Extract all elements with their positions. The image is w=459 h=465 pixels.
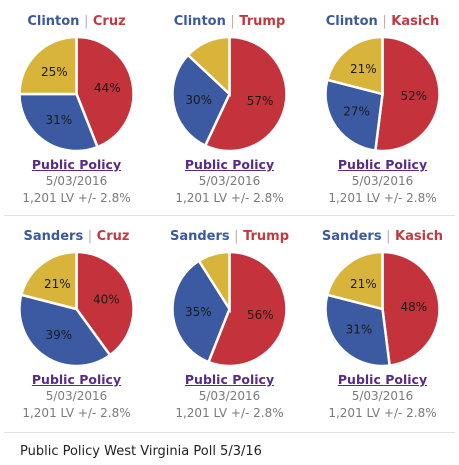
pie-slice-undecided [325, 35, 384, 96]
democrat-name: Clinton [173, 14, 226, 29]
poll-source-link[interactable]: Public Policy [337, 157, 428, 172]
pie-slice-clinton [18, 92, 100, 153]
poll-date: 5/03/2016 [351, 389, 414, 403]
pie-slice-kasich [373, 35, 441, 153]
poll-sample: 1,201 LV +/- 2.8% [328, 191, 437, 205]
poll-cell: Clinton | Cruz 44% 31% 25% Public Policy 5/03… [0, 0, 153, 215]
slice-value-label: 40% [93, 292, 120, 306]
poll-source-link[interactable]: Public Policy [31, 157, 122, 172]
matchup-title: Clinton | Cruz [0, 14, 153, 29]
pie-slice-trump [203, 35, 288, 153]
pie-slice-sanders [18, 293, 112, 368]
poll-caption: Public Policy West Virginia Poll 5/3/16 [20, 444, 262, 459]
pie-slice-undecided [325, 250, 384, 311]
poll-sample: 1,201 LV +/- 2.8% [175, 191, 284, 205]
matchup-title: Clinton | Kasich [306, 14, 459, 29]
pie-slice-undecided [19, 250, 78, 311]
pie-slice-undecided [197, 250, 231, 314]
slice-value-label: 48% [400, 300, 427, 314]
title-separator: | [83, 14, 89, 29]
pie-slice-clinton [171, 53, 232, 148]
republican-name: Cruz [92, 14, 126, 29]
republican-name: Cruz [96, 229, 130, 244]
pie-slice-undecided [186, 35, 231, 97]
slice-value-label: 31% [346, 323, 373, 337]
slice-value-label: 44% [94, 81, 121, 95]
poll-source-link[interactable]: Public Policy [31, 372, 122, 387]
republican-name: Trump [239, 14, 286, 29]
poll-date: 5/03/2016 [198, 389, 261, 403]
democrat-name: Sanders [169, 229, 230, 244]
matchup-title: Sanders | Kasich [306, 229, 459, 244]
title-separator: | [87, 229, 93, 244]
poll-sample: 1,201 LV +/- 2.8% [175, 406, 284, 420]
democrat-name: Clinton [325, 14, 378, 29]
title-separator: | [386, 229, 391, 244]
poll-source-link[interactable]: Public Policy [184, 157, 275, 172]
title-separator: | [234, 229, 239, 244]
pie-slice-trump [206, 250, 288, 368]
slice-value-label: 27% [343, 105, 370, 119]
poll-source-link[interactable]: Public Policy [184, 372, 275, 387]
slice-value-label: 57% [247, 94, 274, 108]
matchup-title: Clinton | Trump [153, 14, 306, 29]
democrat-name: Sanders [321, 229, 382, 244]
slice-value-label: 21% [350, 277, 377, 291]
pie-chart: 44% 31% 25% [18, 35, 135, 153]
republican-name: Kasich [391, 14, 440, 29]
pie-slice-cruz [75, 35, 135, 149]
poll-sample: 1,201 LV +/- 2.8% [22, 406, 131, 420]
democrat-name: Clinton [27, 14, 80, 29]
matchup-title: Sanders | Trump [153, 229, 306, 244]
pie-slice-kasich [381, 250, 441, 367]
republican-name: Kasich [395, 229, 444, 244]
slice-value-label: 56% [247, 308, 274, 322]
slice-value-label: 31% [46, 113, 73, 127]
row-divider [4, 215, 455, 216]
slice-value-label: 39% [46, 328, 73, 342]
pie-slice-cruz [75, 250, 135, 357]
poll-cell: Sanders | Kasich 48% 31% 21% Public Policy 5/… [306, 215, 459, 430]
pie-slice-sanders [324, 293, 392, 368]
pie-chart: 57% 30% [171, 35, 288, 153]
caption-bar: Public Policy West Virginia Poll 5/3/16 [4, 432, 455, 465]
republican-name: Trump [243, 229, 290, 244]
poll-cell: Sanders | Cruz 40% 39% 21% Public Policy 5/03… [0, 215, 153, 430]
title-separator: | [230, 14, 235, 29]
poll-date: 5/03/2016 [351, 174, 414, 188]
pie-slice-undecided [18, 35, 78, 96]
poll-date: 5/03/2016 [45, 389, 108, 403]
poll-grid: Clinton | Cruz 44% 31% 25% Public Policy 5/03… [0, 0, 459, 430]
title-separator: | [382, 14, 387, 29]
slice-value-label: 35% [185, 305, 212, 319]
democrat-name: Sanders [23, 229, 84, 244]
slice-value-label: 21% [350, 62, 377, 76]
poll-cell: Clinton | Trump 57% 30% Public Policy 5/03/2… [153, 0, 306, 215]
poll-date: 5/03/2016 [198, 174, 261, 188]
pie-chart: 52% 27% 21% [324, 35, 441, 153]
poll-cell: Clinton | Kasich 52% 27% 21% Public Policy 5/… [306, 0, 459, 215]
poll-date: 5/03/2016 [45, 174, 108, 188]
pie-slice-clinton [324, 78, 384, 152]
poll-source-link[interactable]: Public Policy [337, 372, 428, 387]
matchup-title: Sanders | Cruz [0, 229, 153, 244]
slice-value-label: 30% [185, 93, 212, 107]
slice-value-label: 21% [44, 277, 71, 291]
pie-slice-sanders [171, 259, 231, 364]
slice-value-label: 52% [400, 89, 427, 103]
poll-cell: Sanders | Trump 56% 35% Public Policy 5/03/2… [153, 215, 306, 430]
poll-sample: 1,201 LV +/- 2.8% [22, 191, 131, 205]
poll-sample: 1,201 LV +/- 2.8% [328, 406, 437, 420]
pie-chart: 48% 31% 21% [324, 250, 441, 368]
pie-chart: 40% 39% 21% [18, 250, 135, 368]
slice-value-label: 25% [41, 65, 68, 79]
pie-chart: 56% 35% [171, 250, 288, 368]
